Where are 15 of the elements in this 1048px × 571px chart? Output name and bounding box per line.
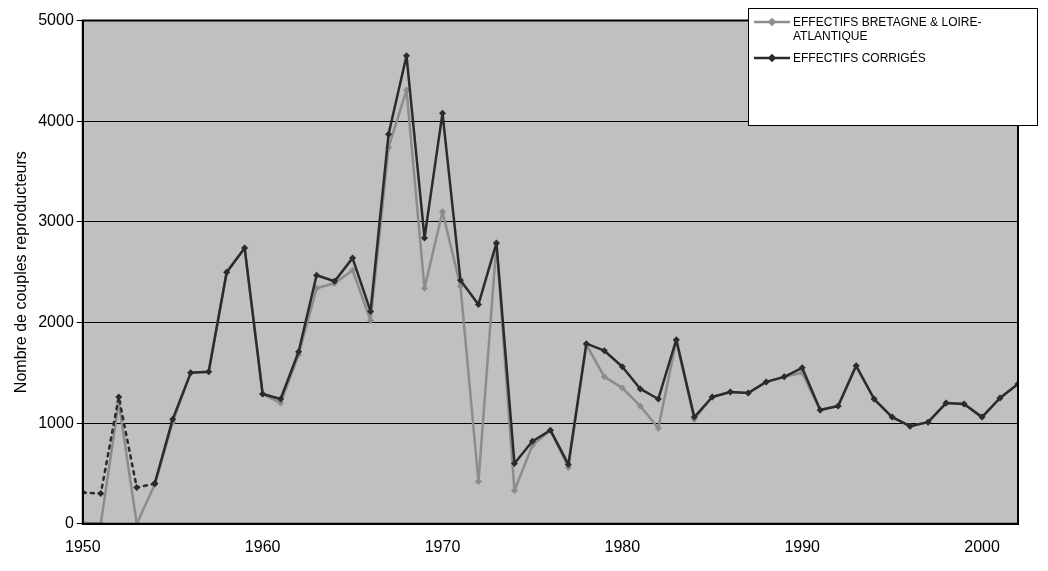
legend-label: EFFECTIFS BRETAGNE & LOIRE-ATLANTIQUE: [793, 15, 983, 43]
y-tick-label: 1000: [38, 413, 74, 431]
x-tick-label: 2000: [964, 537, 1000, 555]
x-tick-label: 1960: [244, 537, 281, 555]
y-tick-label: 3000: [38, 212, 74, 230]
x-tick-label: 1950: [65, 537, 101, 555]
x-tick-label: 1970: [424, 537, 461, 555]
y-axis-title: Nombre de couples reproducteurs: [12, 151, 30, 394]
x-tick-label: 1980: [604, 537, 641, 555]
legend-label: EFFECTIFS CORRIGÉS: [793, 51, 926, 65]
y-tick-label: 5000: [38, 11, 74, 29]
x-tick-label: 1990: [784, 537, 821, 555]
y-tick-label: 2000: [38, 312, 74, 330]
y-tick-label: 4000: [38, 111, 74, 129]
y-tick-label: 0: [64, 514, 74, 532]
